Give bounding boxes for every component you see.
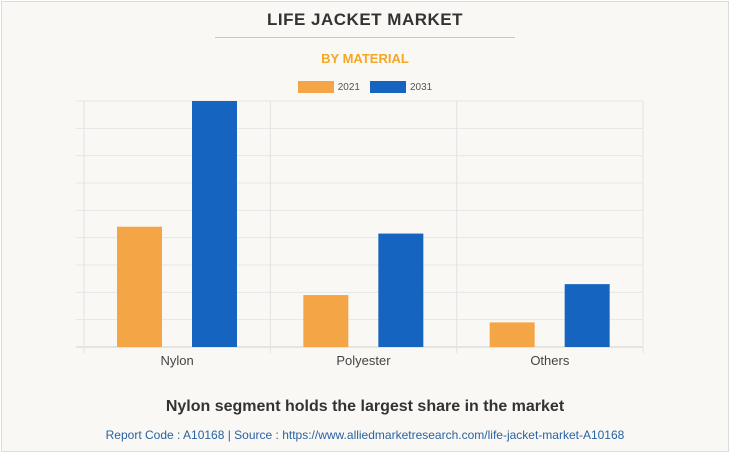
legend-swatch-2031 (370, 81, 406, 93)
legend-label-2021: 2021 (337, 81, 360, 93)
bar-polyester-2031 (378, 233, 424, 347)
bar-others-2031 (564, 284, 610, 347)
chart-subtitle: BY MATERIAL (321, 51, 409, 66)
bar-nylon-2021 (117, 226, 162, 347)
legend-label-2031: 2031 (410, 81, 433, 93)
chart-title: LIFE JACKET MARKET (267, 10, 463, 29)
footer-headline: Nylon segment holds the largest share in… (165, 398, 565, 415)
bar-group (117, 101, 610, 347)
x-tick-labels: Nylon Polyester Others (161, 353, 570, 368)
legend-item-2021: 2021 (297, 81, 360, 93)
bar-polyester-2021 (303, 295, 349, 347)
title-divider (215, 37, 515, 38)
footer-source: Report Code : A10168 | Source : https://… (105, 428, 625, 442)
x-tick-label-polyester: Polyester (336, 353, 391, 368)
legend-item-2031: 2031 (370, 81, 432, 93)
legend-swatch-2021 (297, 81, 334, 93)
grid-lines (76, 100, 644, 353)
x-tick-label-others: Others (530, 353, 570, 368)
bar-nylon-2031 (192, 101, 237, 347)
bar-others-2021 (489, 322, 535, 347)
chart-legend: 2021 2031 (0, 80, 730, 94)
x-tick-label-nylon: Nylon (161, 353, 194, 368)
